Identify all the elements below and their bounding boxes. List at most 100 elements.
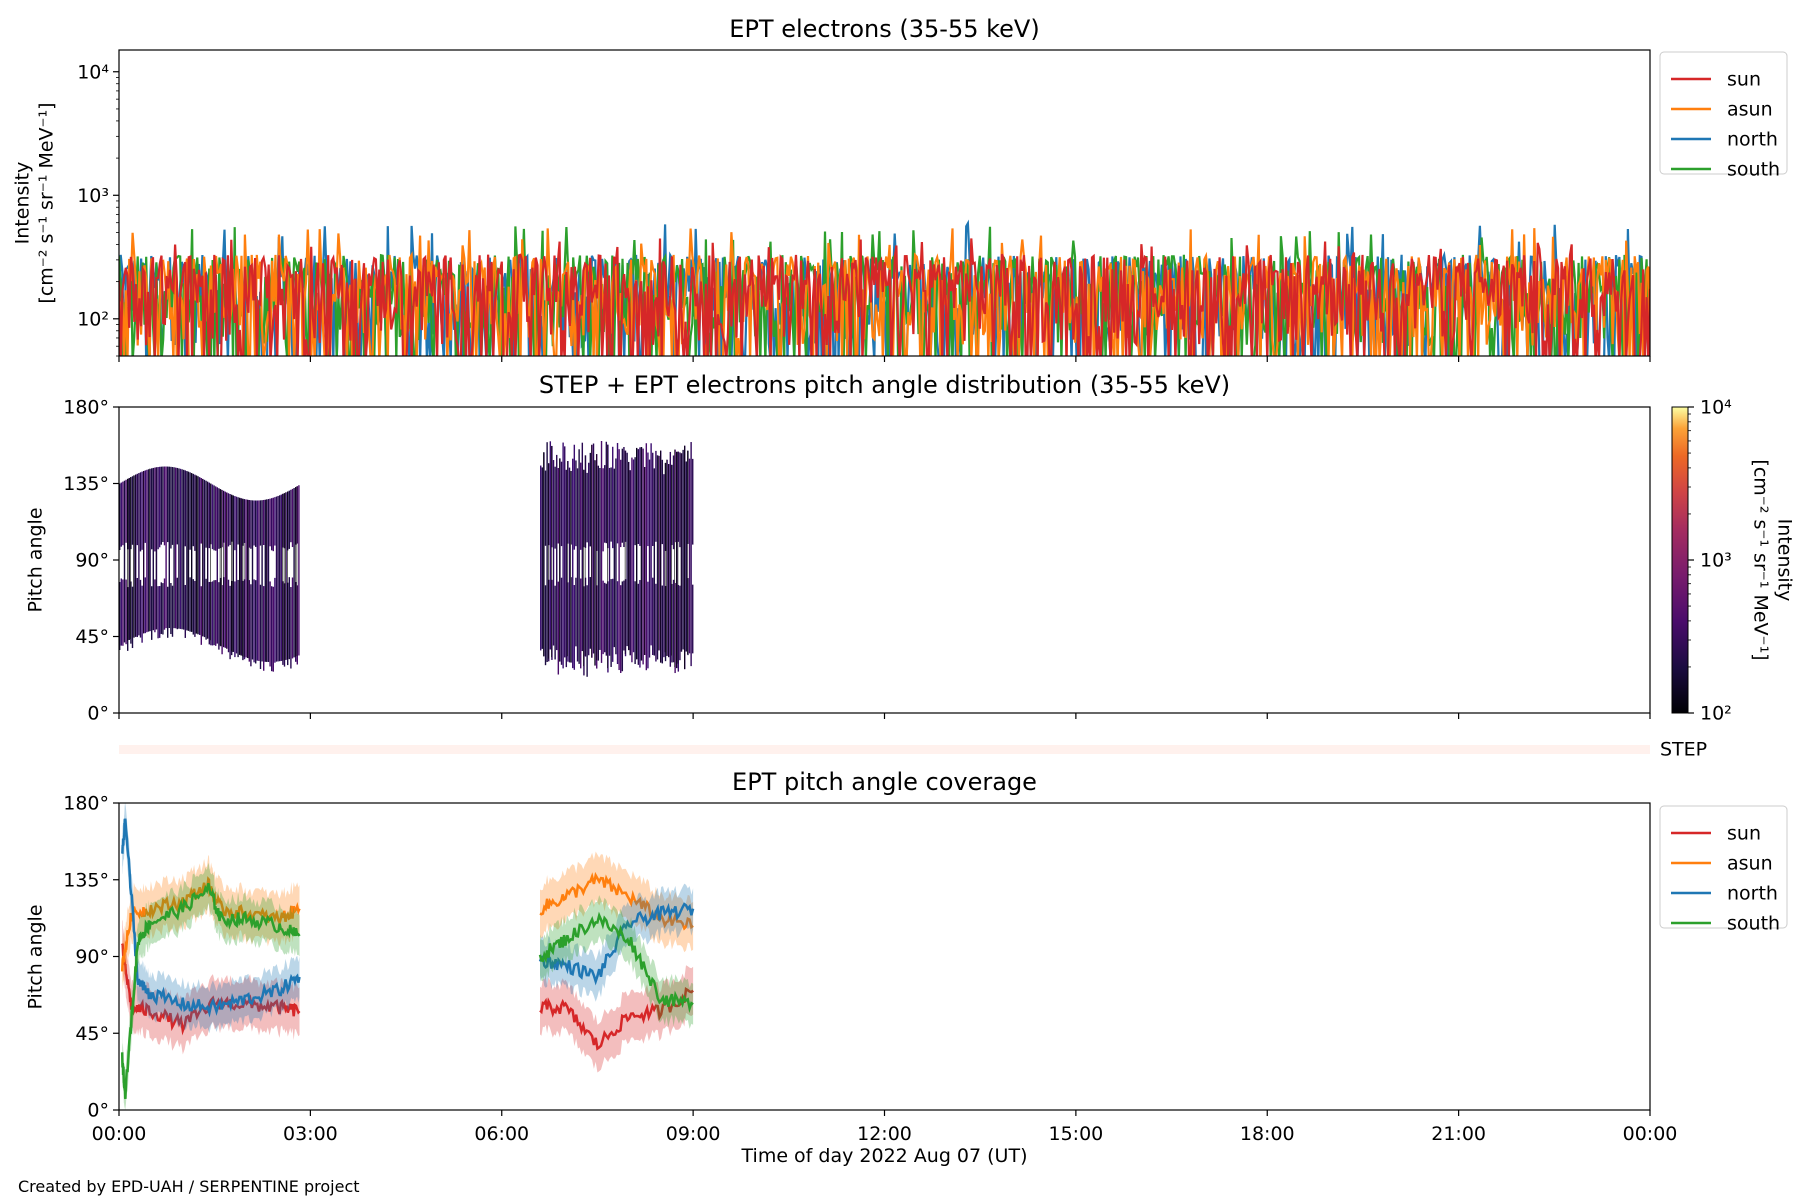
heatmap-edge [287,491,288,660]
heatmap-cell [269,498,271,547]
heatmap-cell [624,579,627,657]
heatmap-cell [679,585,681,661]
heatmap-cell [605,583,608,656]
heatmap-cell [290,489,292,543]
heatmap-edge [676,451,677,669]
heatmap-edge [207,481,208,639]
y-tick-label: 45° [75,626,109,648]
heatmap-cell [661,459,664,545]
heatmap-cell [248,580,250,662]
heatmap-cell [568,467,571,663]
heatmap-cell [157,467,159,550]
heatmap-cell [144,470,146,543]
heatmap-cell [219,489,222,549]
heatmap-cell [259,584,262,669]
panel2-y-ticks: 0° 45° 90° 135° 180° [63,397,119,725]
heatmap-cell [160,466,162,545]
heatmap-cell [610,579,612,667]
heatmap-edge [219,489,221,646]
heatmap-cell [295,487,297,545]
heatmap-cell [192,473,194,547]
heatmap-cell [559,458,561,662]
heatmap-cell [239,497,241,655]
panel3-x-ticks: 00:00 03:00 06:00 09:00 12:00 15:00 18:00 21:00… [92,1110,1678,1145]
heatmap-edge [283,493,285,661]
heatmap-cell [194,474,196,551]
heatmap-cell [223,577,225,648]
heatmap-cell [234,496,236,551]
x-tick-label: 06:00 [474,1123,529,1145]
heatmap-cell [218,582,220,650]
heatmap-cell [642,448,644,665]
heatmap-cell [251,500,254,660]
x-tick-label: 09:00 [666,1123,721,1145]
heatmap-cell [576,468,579,662]
heatmap-cell [269,581,271,667]
panel-intensity: EPT electrons (35-55 keV) 10² 10³ 10⁴ Inte… [12,15,1788,362]
heatmap-cell [671,464,673,546]
colorbar-tick-label: 10³ [1700,550,1732,572]
heatmap-cell [255,580,257,664]
heatmap-cell [224,491,226,648]
band-asun [122,855,300,996]
heatmap-cell [178,468,180,629]
heatmap-cell [621,448,624,543]
heatmap-cell [612,446,614,549]
heatmap-edge [295,487,296,657]
heatmap-cell [288,577,290,660]
heatmap-cell [573,585,576,670]
heatmap-cell [136,577,138,638]
heatmap-cell [556,454,558,651]
heatmap-edge [240,498,242,656]
heatmap-edge [567,461,568,657]
heatmap-cell [692,584,694,654]
heatmap-cell [122,579,124,646]
heatmap-cell [139,472,142,552]
heatmap-cell [588,462,590,656]
heatmap-cell [684,445,686,670]
heatmap-cell [237,497,239,545]
heatmap-cell [554,466,556,549]
heatmap-edge [684,445,685,670]
heatmap-cell [179,468,182,629]
heatmap-cell [213,580,215,646]
heatmap-cell [227,493,230,547]
panel2-ylabel: Pitch angle [25,507,47,612]
heatmap-cell [165,466,167,629]
heatmap-cell [147,469,150,632]
heatmap-cell [620,459,622,548]
series-line-north [538,902,695,986]
heatmap-edge [197,476,198,635]
heatmap-cell [130,581,132,644]
heatmap-cell [167,466,169,543]
heatmap-cell [663,474,665,658]
panel3-ylabel: Pitch angle [25,904,47,1009]
heatmap-cell [648,459,651,658]
heatmap-cell [141,585,143,643]
heatmap-cell [199,477,201,635]
heatmap-cell [250,500,252,549]
heatmap-cell [586,472,588,543]
heatmap-cell [624,450,627,542]
heatmap-cell [120,482,122,547]
y-tick-label: 45° [75,1023,109,1045]
heatmap-cell [560,461,563,547]
heatmap-cell [543,452,545,657]
heatmap-cell [608,467,611,656]
x-tick-label: 00:00 [1623,1123,1678,1145]
heatmap-cell [658,455,660,651]
heatmap-edge [266,499,267,662]
x-tick-label: 21:00 [1431,1123,1486,1145]
panel3-title: EPT pitch angle coverage [732,768,1037,796]
heatmap-cell [221,585,223,655]
heatmap-cell [141,471,143,550]
heatmap-edge [594,460,596,666]
heatmap-cell [127,587,129,651]
heatmap-cell [272,497,274,552]
band-sun [540,965,694,1073]
heatmap-cell [560,577,563,665]
heatmap-cell [219,577,222,647]
heatmap-edge [130,477,131,640]
heatmap-cell [668,464,670,658]
y-tick-label: 10³ [77,185,109,207]
